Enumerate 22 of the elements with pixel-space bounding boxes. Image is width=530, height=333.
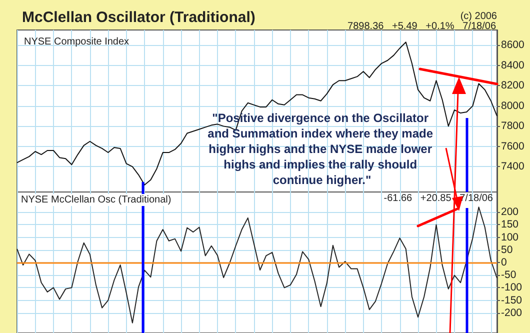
chart-title: McClellan Oscillator (Traditional) (22, 9, 256, 26)
y-tick-label: 150 (501, 218, 519, 231)
y-tick-label: 8000 (501, 100, 525, 112)
y-tick-label: 100 (501, 231, 519, 244)
y-tick-label: 7600 (501, 140, 525, 152)
annotation: 7898.36 +5.49 +0.1% 7/18/06 (348, 21, 496, 32)
y-tick-label: -100 (501, 282, 522, 294)
y-tick-label: 0 (501, 256, 507, 268)
y-tick-label: -50 (501, 269, 516, 282)
chart-title: NYSE McClellan Osc (Traditional) (21, 194, 172, 206)
y-tick-label: 8600 (501, 39, 525, 52)
y-tick-label: 7800 (501, 120, 525, 132)
y-tick-label: 50 (501, 244, 513, 256)
text: (c) 2006 (460, 11, 498, 22)
y-tick-label: 8400 (501, 59, 525, 72)
line-series (16, 206, 498, 324)
y-tick-label: 7400 (501, 160, 525, 173)
y-tick-label: 8200 (501, 80, 525, 92)
text: NYSE Composite Index (24, 36, 130, 48)
y-tick-label: 200 (501, 206, 519, 218)
y-tick-label: -200 (501, 306, 522, 319)
y-tick-label: -150 (501, 294, 522, 306)
